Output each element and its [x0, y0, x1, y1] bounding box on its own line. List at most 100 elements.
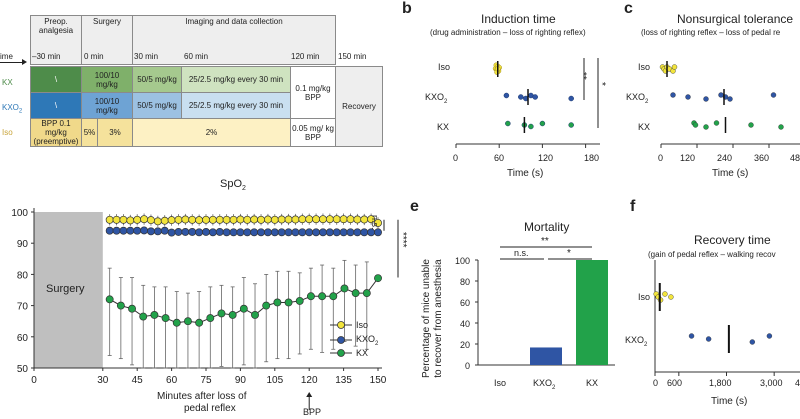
kxo2-f-point	[766, 333, 773, 339]
iso-point	[263, 215, 272, 224]
iso-point	[332, 215, 341, 224]
row-label-kxo2: KXO2	[2, 103, 22, 115]
iso-point	[291, 215, 300, 224]
iso-c-point	[671, 64, 678, 70]
kx-point	[318, 292, 327, 301]
spo2-xtick-label-135: 135	[335, 375, 352, 386]
protocol-table: ime Preop. analgesia Surgery Imaging and…	[0, 0, 400, 150]
kxo2-point	[250, 228, 259, 237]
kxo2-b-point	[568, 95, 574, 102]
spo2-title-text: SpO	[220, 178, 243, 190]
row-label-kxo2-text: KXO	[2, 103, 19, 112]
kx-b-point	[505, 120, 511, 127]
kxo2-point	[353, 228, 362, 237]
panel-b-cat-iso: Iso	[438, 62, 451, 72]
panel-f-plot	[653, 260, 800, 376]
panel-b-subtitle: (drug administration – loss of righting …	[430, 28, 586, 37]
time-point-0: 0 min	[84, 52, 104, 61]
panel-c-tick-360: 360	[754, 153, 770, 163]
panel-c-xlabel: Time (s)	[712, 168, 749, 179]
kx-b-point	[528, 123, 534, 130]
kxo2-point	[312, 228, 321, 237]
spo2-ytick-label-50: 50	[17, 364, 29, 375]
time-axis-arrow	[0, 62, 24, 63]
kxo2-point	[332, 228, 341, 237]
iso-point	[250, 215, 259, 224]
kxo2-point	[112, 226, 121, 235]
panel-label-b: b	[402, 0, 412, 17]
kx-point	[306, 292, 315, 301]
legend-kx: KX	[330, 348, 368, 358]
panel-c-tick-240: 240	[717, 153, 733, 163]
kx-imaging-1: 50/5 mg/kg	[132, 66, 182, 93]
iso-point	[147, 216, 155, 225]
iso-surgery-3: 3%	[97, 118, 133, 147]
iso-f-point	[662, 291, 668, 297]
kx-point	[239, 304, 248, 313]
panel-c-subtitle: (loss of righting reflex – loss of pedal…	[641, 28, 781, 37]
kxo2-point	[263, 228, 272, 237]
kxo2-point	[325, 228, 334, 237]
kxo2-point	[298, 228, 307, 237]
time-point-30: 30 min	[134, 52, 159, 61]
recovery-cell: Recovery	[335, 66, 383, 147]
iso-point	[319, 215, 327, 224]
iso-point	[346, 215, 355, 224]
kx-preop-text: \	[54, 75, 58, 84]
panel-b-cat-kxo2-text: KXO	[425, 92, 445, 102]
kxo2-point	[140, 226, 149, 235]
kxo2-point	[243, 228, 252, 237]
iso-point	[243, 215, 252, 224]
panel-e-title: Mortality	[524, 220, 570, 234]
kxo2-point	[181, 228, 190, 236]
panel-f-xlabel: Time (s)	[711, 396, 748, 407]
kxo2-point	[188, 228, 197, 236]
panel-c-cat-kxo2: KXO2	[626, 92, 648, 105]
iso-point	[195, 216, 204, 225]
kx-preop: \	[30, 66, 82, 93]
kx-c-point	[713, 120, 720, 126]
panel-b-plot	[455, 58, 600, 148]
kxo2-f-point	[749, 339, 756, 345]
e-bar-kxo2	[530, 347, 562, 365]
kxo2-imaging-1-text: 50/5 mg/kg	[137, 101, 177, 110]
spo2-xtick-label-105: 105	[266, 375, 283, 386]
panel-e-cat-iso: Iso	[494, 378, 507, 388]
kxo2-c-point	[727, 96, 733, 102]
panel-c-cat-kxo2-sub: 2	[645, 98, 649, 105]
kx-c-point	[692, 122, 699, 128]
iso-point	[112, 215, 121, 224]
panel-c-tick-0: 0	[658, 153, 664, 163]
spo2-ytick-label-60: 60	[17, 333, 29, 344]
kxo2-point	[305, 228, 314, 237]
kx-point	[139, 312, 148, 321]
panel-b-tick-120: 120	[538, 153, 554, 163]
row-label-kx: KX	[2, 78, 13, 87]
spo2-ytick-label-90: 90	[17, 239, 29, 250]
kxo2-point	[319, 228, 327, 237]
panel-f-title: Recovery time	[694, 233, 771, 247]
iso-point	[353, 215, 362, 224]
kxo2-point	[160, 226, 169, 235]
panel-c-title: Nonsurgical tolerance	[677, 12, 794, 26]
iso-point	[257, 215, 265, 224]
bpp-arrow-head	[306, 392, 313, 397]
kxo2-imaging-2: 25/2.5 mg/kg every 30 min	[181, 92, 291, 119]
panel-f-cat-iso: Iso	[638, 292, 651, 302]
header-imaging: Imaging and data collection	[132, 15, 336, 65]
iso-point	[133, 215, 142, 224]
kxo2-point	[126, 226, 135, 235]
recovery-text: Recovery	[342, 102, 376, 111]
kxo2-preop: \	[30, 92, 82, 119]
panel-e-ylabel-1: Percentage of mice unable	[421, 259, 432, 378]
spo2-xtick-label-45: 45	[132, 375, 144, 386]
panel-b-sig1: **	[577, 72, 588, 80]
kx-point	[374, 274, 382, 283]
iso-preop: BPP 0.1 mg/kg (preemptive)	[30, 118, 82, 147]
panel-b-xlabel: Time (s)	[507, 168, 544, 179]
kxo2-point	[291, 228, 300, 237]
kx-c-point	[703, 124, 709, 130]
iso-point	[339, 215, 348, 224]
kxo2-point	[133, 226, 142, 235]
kxo2-point	[202, 228, 210, 236]
